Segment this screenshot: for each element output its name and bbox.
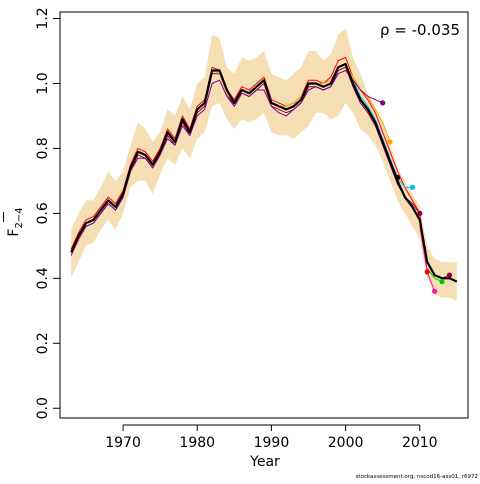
series-endpoint-5	[387, 139, 393, 145]
svg-text:F2−4: F2−4	[6, 207, 25, 236]
y-tick-label-5: 1.0	[35, 72, 51, 94]
series-endpoint-2	[417, 210, 423, 216]
rho-annotation: ρ = -0.035	[380, 21, 460, 39]
footer-credit: stockassessment.org, nscod16-ass01, r697…	[356, 474, 478, 480]
x-tick-label-2010: 2010	[402, 435, 438, 451]
y-tick-label-3: 0.6	[35, 202, 51, 224]
series-line-1	[70, 57, 428, 272]
y-tick-label-2: 0.4	[35, 267, 51, 289]
series-endpoint-8	[439, 279, 445, 285]
y-tick-label-1: 0.2	[35, 332, 51, 354]
series-layer	[70, 57, 458, 292]
endpoint-layer	[380, 100, 453, 294]
series-endpoint-6	[380, 100, 386, 106]
series-endpoint-1	[424, 269, 430, 275]
series-endpoint-9	[432, 288, 438, 294]
series-endpoint-4	[394, 175, 401, 181]
series-endpoint-3	[409, 184, 415, 190]
y-tick-label-6: 1.2	[35, 7, 51, 29]
y-tick-label-4: 0.8	[35, 137, 51, 159]
y-axis-title-main: F	[6, 229, 22, 237]
x-axis-title: Year	[249, 454, 280, 470]
y-axis-title: F2−4	[6, 207, 25, 236]
series-endpoint-7	[446, 272, 453, 278]
series-line-0	[70, 62, 458, 283]
y-axis: 0.0 0.2 0.4 0.6 0.8 1.0 1.2	[35, 7, 61, 419]
confidence-band-layer	[71, 28, 457, 302]
x-tick-label-2000: 2000	[328, 435, 364, 451]
confidence-band	[71, 28, 457, 302]
y-axis-title-subscript: 2−4	[14, 207, 25, 228]
x-tick-label-1980: 1980	[179, 435, 215, 451]
x-tick-label-1970: 1970	[105, 435, 141, 451]
series-line-6	[70, 70, 383, 253]
y-tick-label-0: 0.0	[35, 397, 51, 419]
x-axis: 1970 1980 1990 2000 2010	[105, 424, 438, 451]
x-tick-label-1990: 1990	[254, 435, 290, 451]
